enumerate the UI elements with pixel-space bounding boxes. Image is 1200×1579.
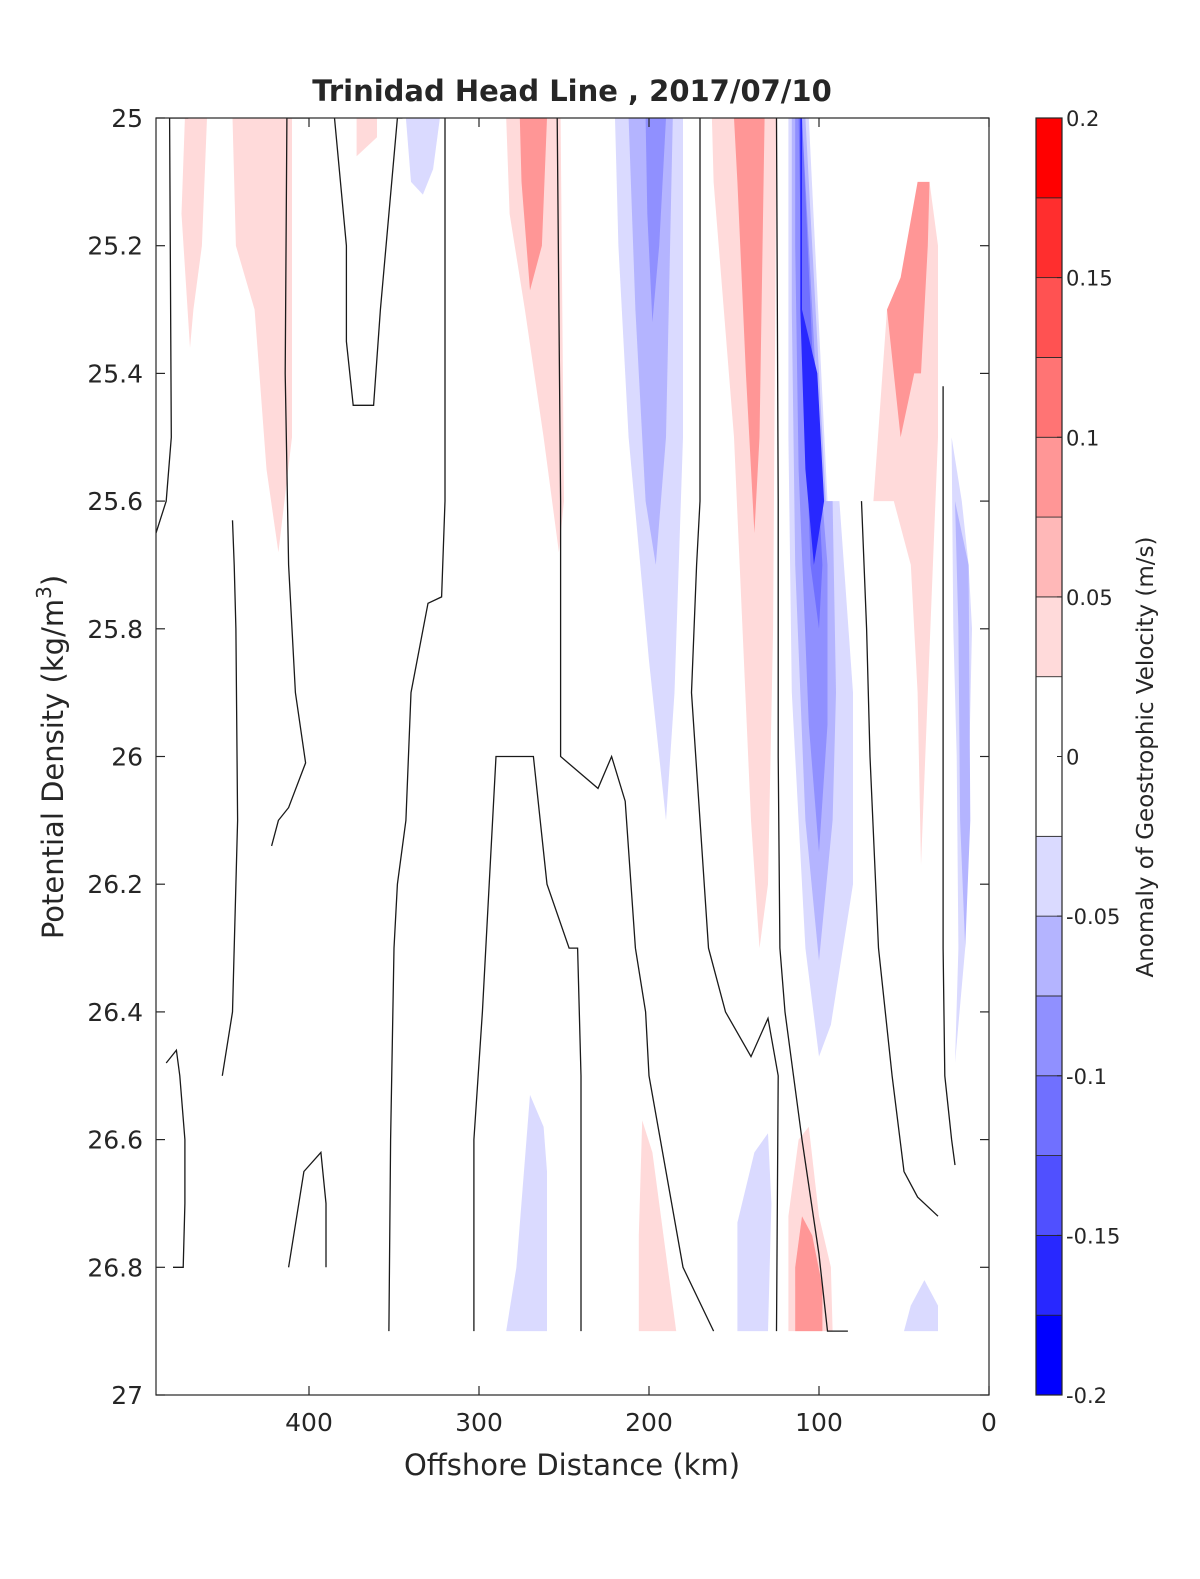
zero-contour-4 bbox=[287, 1150, 327, 1268]
velocity-region-4 bbox=[506, 118, 564, 553]
y-tick-label: 26.4 bbox=[87, 998, 143, 1027]
x-axis-label: Offshore Distance (km) bbox=[404, 1448, 740, 1482]
velocity-region-5 bbox=[519, 118, 547, 291]
colorbar-tick-label: 0.05 bbox=[1066, 586, 1113, 610]
colorbar-tick-label: -0.2 bbox=[1066, 1384, 1107, 1408]
velocity-region-1 bbox=[232, 118, 292, 553]
zero-contour-6 bbox=[388, 118, 446, 1332]
velocity-region-24 bbox=[795, 1216, 823, 1332]
y-axis-label-main: Potential Density (kg/m bbox=[36, 599, 70, 939]
colorbar-segment bbox=[1035, 835, 1063, 917]
x-tick-label: 300 bbox=[455, 1408, 503, 1437]
y-tick-label: 27 bbox=[111, 1381, 143, 1410]
zero-contour-9 bbox=[690, 118, 779, 1332]
colorbar-segment bbox=[1035, 197, 1063, 279]
zero-contour-lines bbox=[156, 118, 956, 1332]
colorbar-segment bbox=[1035, 915, 1063, 997]
colorbar-label: Anomaly of Geostrophic Velocity (m/s) bbox=[1133, 537, 1159, 978]
y-axis-label-superscript: 3 bbox=[32, 586, 56, 599]
colorbar-segment bbox=[1035, 995, 1063, 1077]
x-axis-ticks: 400 300 200 100 0 bbox=[285, 118, 997, 1437]
zero-contour-2 bbox=[221, 520, 239, 1076]
plot-area bbox=[155, 117, 990, 1396]
velocity-region-10 bbox=[734, 118, 765, 533]
colorbar-tick-label: -0.1 bbox=[1066, 1065, 1107, 1089]
y-tick-label: 25.2 bbox=[87, 232, 143, 261]
colorbar-segment bbox=[1035, 596, 1063, 678]
y-tick-label: 26.2 bbox=[87, 870, 143, 899]
y-tick-label: 25 bbox=[111, 104, 143, 133]
zero-contour-10 bbox=[775, 118, 848, 1332]
y-tick-label: 26.6 bbox=[87, 1126, 143, 1155]
zero-contour-3 bbox=[270, 118, 309, 847]
colorbar-segment bbox=[1035, 277, 1063, 358]
colorbar-tick-label: -0.05 bbox=[1066, 905, 1120, 929]
x-tick-label: 400 bbox=[285, 1408, 333, 1437]
colorbar-segment bbox=[1035, 1314, 1063, 1396]
y-axis-label-tail: ) bbox=[36, 575, 70, 586]
colorbar-segment bbox=[1035, 1234, 1063, 1316]
colorbar-tick-label: 0 bbox=[1066, 746, 1079, 770]
velocity-region-20 bbox=[506, 1094, 547, 1332]
x-tick-label: 0 bbox=[981, 1408, 997, 1437]
zero-contour-12 bbox=[942, 386, 956, 1166]
y-tick-label: 25.4 bbox=[87, 359, 143, 388]
chart-title: Trinidad Head Line , 2017/07/10 bbox=[312, 74, 832, 108]
velocity-region-22 bbox=[737, 1133, 772, 1332]
colorbar-segment bbox=[1035, 1155, 1063, 1236]
velocity-region-7 bbox=[628, 118, 673, 565]
filled-contour-regions bbox=[181, 118, 972, 1332]
colorbar-segment bbox=[1035, 1075, 1063, 1156]
colorbar-tick-label: 0.1 bbox=[1066, 426, 1099, 450]
colorbar: -0.2 -0.15 -0.1 -0.05 0 0.05 0.1 0.15 0.2 bbox=[1035, 107, 1120, 1408]
velocity-region-25 bbox=[904, 1280, 938, 1332]
velocity-region-15 bbox=[800, 118, 825, 565]
colorbar-segment bbox=[1035, 436, 1063, 518]
velocity-region-8 bbox=[645, 118, 666, 323]
colorbar-segment bbox=[1035, 117, 1063, 199]
x-tick-label: 100 bbox=[795, 1408, 843, 1437]
velocity-region-21 bbox=[638, 1120, 677, 1332]
zero-contour-5 bbox=[333, 118, 403, 406]
velocity-region-19 bbox=[955, 501, 971, 949]
velocity-region-2 bbox=[356, 118, 377, 157]
colorbar-segment bbox=[1035, 357, 1063, 438]
zero-contour-8 bbox=[556, 118, 715, 1332]
y-axis-ticks: 25 25.2 25.4 25.6 25.8 26 26.2 26.4 26.6 26.8 27 bbox=[87, 104, 989, 1410]
colorbar-tick-label: 0.15 bbox=[1066, 267, 1113, 291]
velocity-region-0 bbox=[181, 118, 207, 348]
colorbar-tick-label: 0.2 bbox=[1066, 107, 1099, 131]
velocity-region-3 bbox=[405, 118, 440, 195]
y-tick-label: 26 bbox=[111, 743, 143, 772]
y-tick-label: 26.8 bbox=[87, 1253, 143, 1282]
y-tick-label: 25.6 bbox=[87, 487, 143, 516]
zero-contour-1 bbox=[165, 1048, 186, 1268]
zero-contour-7 bbox=[473, 755, 582, 1332]
velocity-region-17 bbox=[887, 181, 930, 438]
zero-contour-11 bbox=[860, 501, 939, 1217]
x-tick-label: 200 bbox=[625, 1408, 673, 1437]
zero-contour-0 bbox=[156, 118, 189, 534]
colorbar-segment bbox=[1035, 516, 1063, 598]
colorbar-tick-label: -0.15 bbox=[1066, 1224, 1120, 1248]
y-tick-label: 25.8 bbox=[87, 615, 143, 644]
y-axis-label: Potential Density (kg/m3) bbox=[32, 575, 70, 939]
